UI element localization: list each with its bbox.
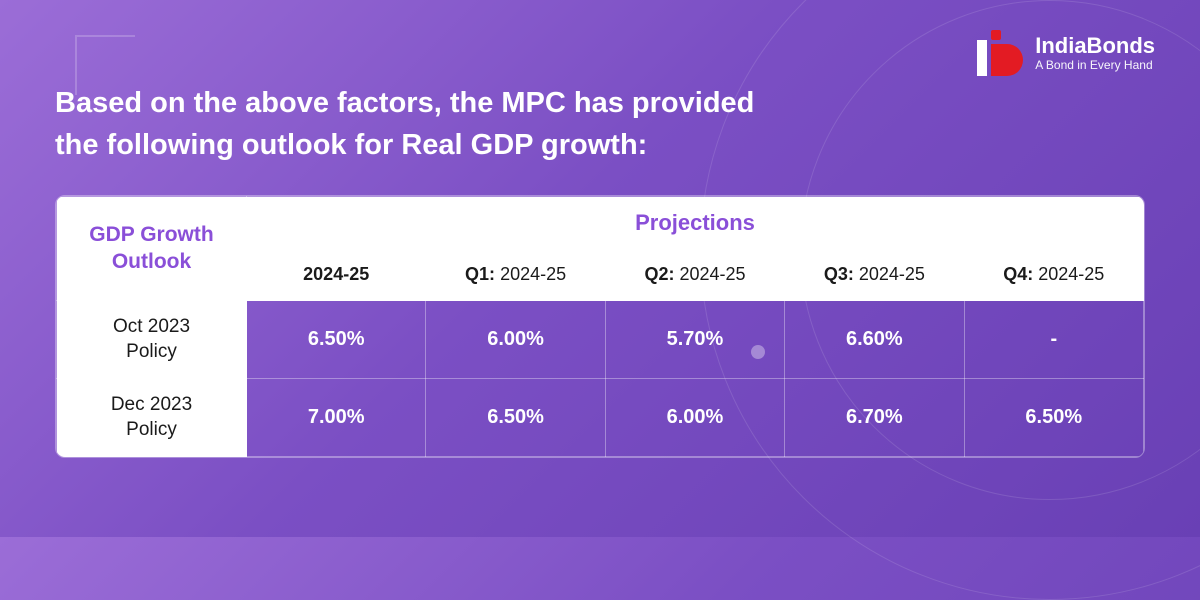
table-cell: 7.00%: [247, 379, 426, 457]
row-label: Oct 2023Policy: [57, 301, 247, 379]
page-heading: Based on the above factors, the MPC has …: [55, 82, 754, 166]
heading-line: the following outlook for Real GDP growt…: [55, 129, 647, 161]
column-header-period: Q1: 2024-25: [426, 249, 605, 301]
brand-logo-icon: [977, 30, 1023, 76]
column-header-projections: Projections: [247, 197, 1144, 249]
table-cell: 6.50%: [426, 379, 605, 457]
table-cell: -: [964, 301, 1143, 379]
column-header-period: Q4: 2024-25: [964, 249, 1143, 301]
column-header-outlook: GDP Growth Outlook: [57, 197, 247, 301]
table-cell: 6.50%: [247, 301, 426, 379]
table-cell: 6.60%: [785, 301, 964, 379]
table-cell: 6.50%: [964, 379, 1143, 457]
table-cell: 5.70%: [605, 301, 784, 379]
gdp-outlook-table: GDP Growth Outlook Projections 2024-25 Q…: [55, 195, 1145, 458]
table-row: Dec 2023Policy 7.00% 6.50% 6.00% 6.70% 6…: [57, 379, 1144, 457]
heading-line: Based on the above factors, the MPC has …: [55, 87, 754, 119]
row-label: Dec 2023Policy: [57, 379, 247, 457]
table-cell: 6.00%: [426, 301, 605, 379]
column-header-period: 2024-25: [247, 249, 426, 301]
table-cell: 6.70%: [785, 379, 964, 457]
column-header-period: Q3: 2024-25: [785, 249, 964, 301]
brand-tagline: A Bond in Every Hand: [1035, 58, 1155, 72]
brand-name: IndiaBonds: [1035, 34, 1155, 58]
table-cell: 6.00%: [605, 379, 784, 457]
table-row: Oct 2023Policy 6.50% 6.00% 5.70% 6.60% -: [57, 301, 1144, 379]
column-header-period: Q2: 2024-25: [605, 249, 784, 301]
brand-logo: IndiaBonds A Bond in Every Hand: [977, 30, 1155, 76]
